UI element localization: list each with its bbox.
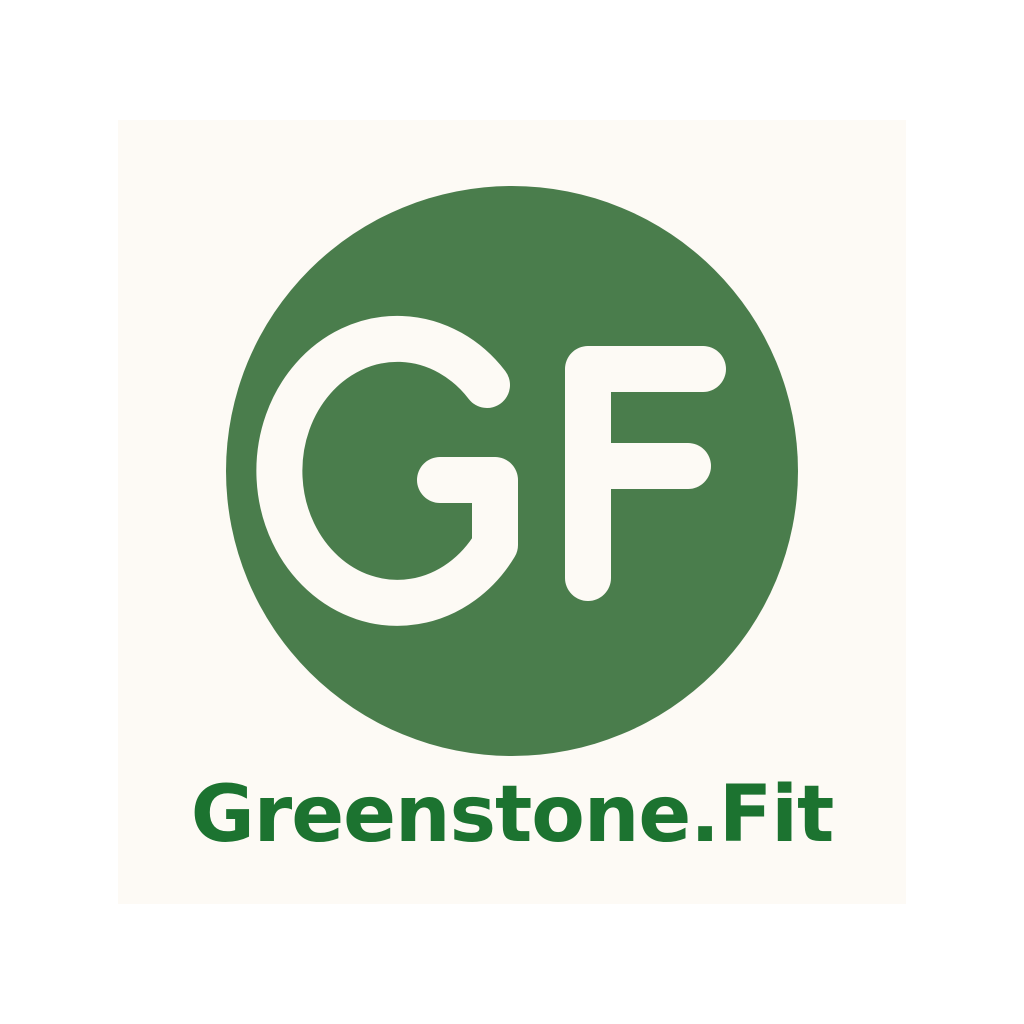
monogram-letter-f [565, 346, 726, 601]
brand-wordmark: Greenstone.Fit [190, 770, 835, 860]
monogram-letter-g [256, 315, 518, 626]
